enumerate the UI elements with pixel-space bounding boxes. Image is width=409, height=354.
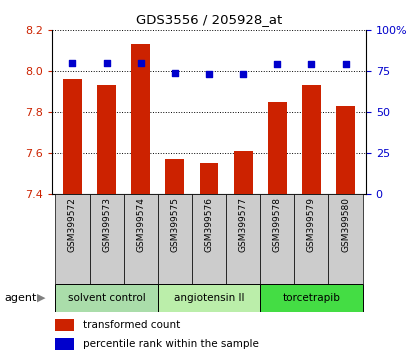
Point <box>171 70 178 75</box>
Point <box>239 72 246 77</box>
Bar <box>191 194 225 284</box>
Text: angiotensin II: angiotensin II <box>173 293 244 303</box>
Text: solvent control: solvent control <box>67 293 145 303</box>
Point <box>273 62 280 67</box>
Bar <box>55 284 157 312</box>
Bar <box>63 79 82 194</box>
Text: ▶: ▶ <box>37 293 45 303</box>
Bar <box>301 85 320 194</box>
Bar <box>97 85 116 194</box>
Bar <box>328 194 362 284</box>
Bar <box>233 151 252 194</box>
Bar <box>55 194 89 284</box>
Bar <box>55 319 74 331</box>
Bar <box>165 159 184 194</box>
Bar <box>89 194 124 284</box>
Text: GSM399580: GSM399580 <box>340 197 349 252</box>
Bar <box>335 106 354 194</box>
Bar <box>267 102 286 194</box>
Text: torcetrapib: torcetrapib <box>282 293 339 303</box>
Text: agent: agent <box>4 293 36 303</box>
Text: GSM399576: GSM399576 <box>204 197 213 252</box>
Point <box>205 72 212 77</box>
Point <box>342 62 348 67</box>
Text: GSM399573: GSM399573 <box>102 197 111 252</box>
Bar <box>124 194 157 284</box>
Point <box>137 60 144 65</box>
Bar <box>260 284 362 312</box>
Text: GSM399578: GSM399578 <box>272 197 281 252</box>
Point <box>103 60 110 65</box>
Text: transformed count: transformed count <box>83 320 180 330</box>
Bar <box>199 163 218 194</box>
Text: GSM399574: GSM399574 <box>136 197 145 252</box>
Bar <box>260 194 294 284</box>
Text: percentile rank within the sample: percentile rank within the sample <box>83 339 258 349</box>
Bar <box>131 44 150 194</box>
Text: GSM399577: GSM399577 <box>238 197 247 252</box>
Bar <box>225 194 260 284</box>
Title: GDS3556 / 205928_at: GDS3556 / 205928_at <box>135 13 281 26</box>
Bar <box>294 194 328 284</box>
Bar <box>157 194 191 284</box>
Text: GSM399575: GSM399575 <box>170 197 179 252</box>
Bar <box>157 284 260 312</box>
Point <box>69 60 76 65</box>
Text: GSM399572: GSM399572 <box>68 197 77 252</box>
Bar <box>55 338 74 350</box>
Point <box>307 62 314 67</box>
Text: GSM399579: GSM399579 <box>306 197 315 252</box>
